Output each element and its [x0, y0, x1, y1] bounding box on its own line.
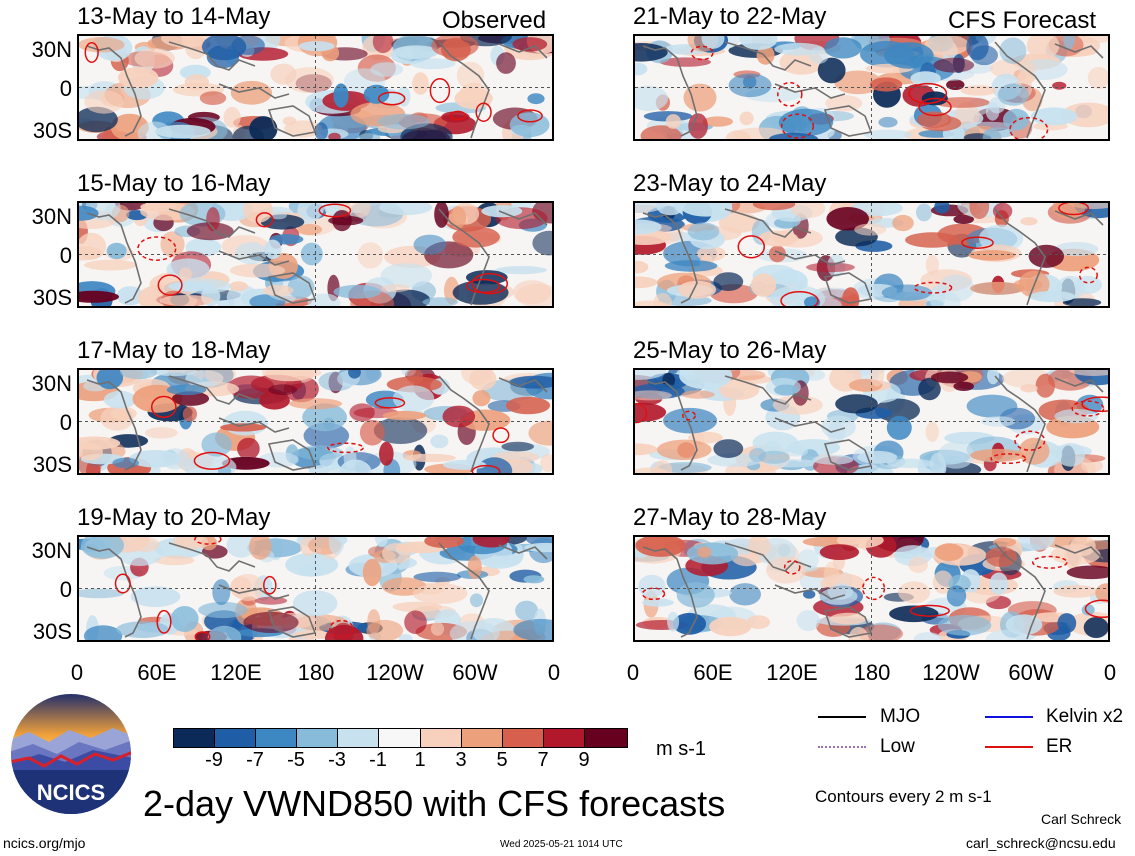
lon-label: 0	[1103, 660, 1117, 685]
footer-url[interactable]: ncics.org/mjo	[3, 835, 86, 851]
lat-label: 30N	[31, 538, 72, 563]
lon-label: 60E	[137, 660, 177, 685]
colorbar-label: 5	[496, 749, 508, 771]
lat-label: 30N	[31, 371, 72, 396]
map-panel-observed-4	[77, 535, 554, 642]
logo-text: NCICS	[37, 780, 105, 805]
colorbar-swatch	[215, 729, 256, 747]
panel-title: 17-May to 18-May	[77, 337, 271, 364]
colorbar-swatch	[421, 729, 462, 747]
colorbar-label: -1	[369, 749, 387, 771]
lat-label: 30S	[32, 285, 72, 310]
lat-label: 30S	[32, 619, 72, 644]
lon-label: 180	[853, 660, 891, 685]
er-legend-label: ER	[1046, 736, 1073, 757]
colorbar-swatch	[174, 729, 215, 747]
observed-label: Observed	[442, 7, 547, 34]
lat-label: 0	[59, 577, 72, 602]
panel-title: 25-May to 26-May	[633, 337, 827, 364]
main-title: 2-day VWND850 with CFS forecasts	[143, 783, 726, 824]
colorbar-label: -3	[328, 749, 346, 771]
panel-title: 15-May to 16-May	[77, 170, 271, 197]
lat-label: 30N	[31, 204, 72, 229]
panel-title: 21-May to 22-May	[633, 3, 827, 30]
colorbar-swatch	[462, 729, 503, 747]
lat-label: 0	[59, 76, 72, 101]
colorbar-label: 9	[578, 749, 590, 771]
colorbar-label: 1	[414, 749, 426, 771]
map-panel-forecast-1	[633, 34, 1110, 141]
map-panel-forecast-4	[633, 535, 1110, 642]
lon-label: 60E	[693, 660, 733, 685]
timestamp: Wed 2025-05-21 1014 UTC	[500, 839, 623, 850]
panel-title: 23-May to 24-May	[633, 170, 827, 197]
colorbar	[173, 728, 628, 748]
contour-note: Contours every 2 m s-1	[815, 787, 992, 806]
colorbar-swatch	[503, 729, 544, 747]
er-legend-line	[985, 746, 1033, 748]
map-panel-observed-3	[77, 368, 554, 475]
lon-label: 0	[70, 660, 84, 685]
lat-label: 30N	[31, 37, 72, 62]
lat-label: 0	[59, 243, 72, 268]
map-panel-observed-1	[77, 34, 554, 141]
map-panel-forecast-2	[633, 201, 1110, 308]
colorbar-label: -7	[246, 749, 264, 771]
lon-label: 180	[297, 660, 335, 685]
kelvin-legend-line	[985, 716, 1033, 718]
kelvin-legend-label: Kelvin x2	[1046, 706, 1124, 727]
lon-label: 0	[626, 660, 640, 685]
lon-label: 120W	[922, 660, 980, 685]
panel-title: 27-May to 28-May	[633, 504, 827, 531]
panel-title: 19-May to 20-May	[77, 504, 271, 531]
colorbar-swatch	[544, 729, 585, 747]
lon-label: 60W	[1008, 660, 1054, 685]
lon-label: 120E	[766, 660, 818, 685]
lon-label: 120W	[366, 660, 424, 685]
low-legend-label: Low	[880, 736, 915, 757]
mjo-legend-line	[818, 716, 866, 718]
lat-label: 30S	[32, 118, 72, 143]
low-legend-line	[818, 746, 866, 748]
colorbar-swatch	[297, 729, 338, 747]
colorbar-swatch	[585, 729, 627, 747]
author: Carl Schreck	[1041, 811, 1122, 827]
lon-label: 120E	[210, 660, 262, 685]
panel-title: 13-May to 14-May	[77, 3, 271, 30]
lon-label: 0	[547, 660, 561, 685]
colorbar-swatch	[338, 729, 379, 747]
mjo-legend-label: MJO	[880, 706, 921, 727]
cfs-forecast-label: CFS Forecast	[948, 7, 1097, 34]
colorbar-unit: m s-1	[656, 738, 706, 760]
colorbar-swatch	[379, 729, 421, 747]
ncics-logo: NCICS	[9, 692, 133, 816]
author-email[interactable]: carl_schreck@ncsu.edu	[966, 835, 1116, 851]
lat-label: 0	[59, 410, 72, 435]
colorbar-label: -5	[287, 749, 305, 771]
map-panel-forecast-3	[633, 368, 1110, 475]
colorbar-label: -9	[205, 749, 223, 771]
lat-label: 30S	[32, 452, 72, 477]
colorbar-label: 3	[455, 749, 467, 771]
lon-label: 60W	[452, 660, 498, 685]
map-panel-observed-2	[77, 201, 554, 308]
colorbar-label: 7	[537, 749, 549, 771]
colorbar-swatch	[256, 729, 297, 747]
